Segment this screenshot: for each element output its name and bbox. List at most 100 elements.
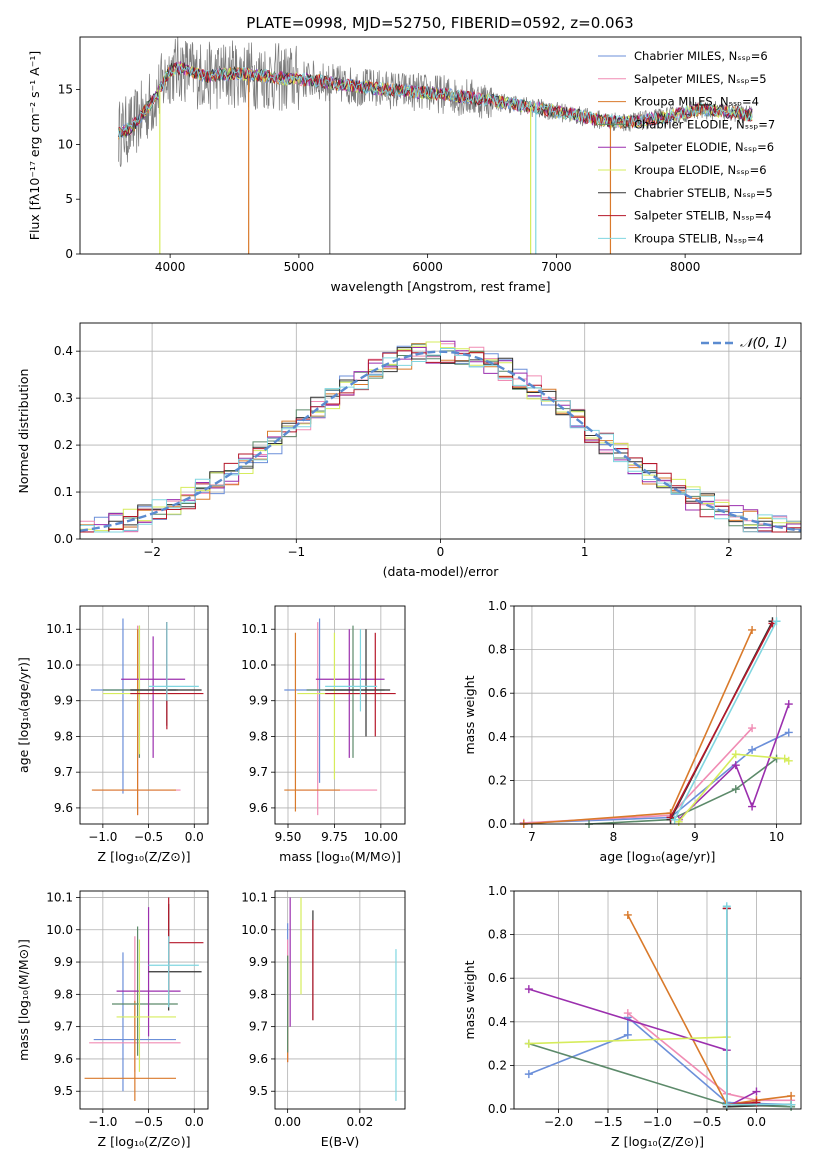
x-tick-label: 8 bbox=[610, 830, 618, 844]
y-tick-label: 10.1 bbox=[46, 622, 73, 636]
y-tick-label: 1.0 bbox=[488, 599, 507, 613]
panel-spectrum: 4000 5000 6000 7000 8000 0 5 10 15 wavelength [An… bbox=[27, 36, 802, 294]
x-tick-label: 2 bbox=[725, 545, 733, 559]
y-tick-label: 9.9 bbox=[54, 694, 73, 708]
x-axis-label: (data-model)/error bbox=[383, 564, 500, 579]
axes-frame bbox=[79, 36, 802, 255]
series-line bbox=[678, 703, 790, 821]
x-tick-label: 9.50 bbox=[275, 830, 302, 844]
spectrum-model-line bbox=[118, 62, 753, 139]
y-tick-label: 9.8 bbox=[249, 729, 268, 743]
series-marker bbox=[524, 985, 533, 994]
y-tick-label: 0.8 bbox=[488, 928, 507, 942]
series-marker bbox=[524, 1070, 533, 1079]
y-tick-label: 9.8 bbox=[54, 987, 73, 1001]
y-tick-label: 9.6 bbox=[249, 1052, 268, 1066]
series-marker bbox=[748, 802, 757, 811]
x-tick-label: 8000 bbox=[670, 260, 701, 274]
y-tick-label: 0.2 bbox=[54, 438, 73, 452]
x-tick-label: 10 bbox=[769, 830, 784, 844]
y-tick-label: 0.0 bbox=[488, 1102, 507, 1116]
x-tick-label: −0.5 bbox=[134, 1115, 163, 1129]
spectrum-model-line bbox=[118, 62, 753, 137]
panel-mass_vs_Z: −1.0 −0.5 0.0 9.5 9.6 9.7 9.8 9.9 10.0 10.1 Z [log… bbox=[16, 890, 209, 1149]
panel-residuals: −2 −1 0 1 2 0.0 0.1 0.2 0.3 0.4 (data-model)/error… bbox=[16, 322, 802, 579]
x-tick-label: −1.0 bbox=[88, 830, 117, 844]
x-tick-label: 7 bbox=[528, 830, 536, 844]
series-marker bbox=[623, 1009, 632, 1018]
panel-age_vs_Z: −1.0 −0.5 0.0 9.6 9.7 9.8 9.9 10.0 10.1 Z [log₁₀(… bbox=[16, 605, 209, 864]
legend-label: Chabrier STELIB, Nₛₛₚ=5 bbox=[634, 186, 773, 200]
x-axis-label: age [log₁₀(age/yr)] bbox=[600, 849, 716, 864]
series-line bbox=[673, 620, 778, 820]
y-axis-label: age [log₁₀(age/yr)] bbox=[16, 657, 31, 773]
y-tick-label: 9.7 bbox=[249, 1020, 268, 1034]
y-tick-label: 15 bbox=[58, 83, 73, 97]
y-tick-label: 0.0 bbox=[488, 817, 507, 831]
panel-age_vs_mass: 9.50 9.75 10.00 9.6 9.7 9.8 9.9 10.0 10.1 mass [l… bbox=[241, 605, 406, 864]
y-tick-label: 10.0 bbox=[241, 923, 268, 937]
y-tick-label: 9.6 bbox=[54, 1052, 73, 1066]
series-marker bbox=[787, 1091, 796, 1100]
panel-mass_weight_vs_Z: −2.0 −1.5 −1.0 −0.5 0.0 0.0 0.2 0.4 0.6 0.8 1.0 Z [… bbox=[462, 884, 802, 1149]
series-marker bbox=[666, 813, 675, 822]
legend-label: Kroupa STELIB, Nₛₛₚ=4 bbox=[634, 231, 764, 245]
x-tick-label: −0.5 bbox=[692, 1115, 721, 1129]
axes-frame bbox=[79, 322, 802, 540]
legend-label: Kroupa MILES, Nₛₛₚ=4 bbox=[634, 95, 759, 109]
y-tick-label: 0.6 bbox=[488, 971, 507, 985]
y-tick-label: 10.1 bbox=[241, 890, 268, 904]
series-line bbox=[669, 623, 774, 818]
y-axis-label: mass [log₁₀(M/M⊙)] bbox=[16, 939, 31, 1061]
series-marker bbox=[722, 1100, 731, 1109]
series-line bbox=[726, 906, 792, 1106]
axes-frame bbox=[274, 890, 406, 1110]
series-marker bbox=[731, 785, 740, 794]
y-tick-label: 9.8 bbox=[249, 987, 268, 1001]
histogram-step bbox=[80, 348, 801, 533]
panel-mass_vs_ebv: 0.00 0.02 9.5 9.6 9.7 9.8 9.9 10.0 10.1 E(B-V) bbox=[241, 890, 406, 1149]
plot-area bbox=[524, 902, 796, 1111]
series-line bbox=[528, 1042, 792, 1108]
x-tick-label: 4000 bbox=[155, 260, 186, 274]
plot-area bbox=[90, 618, 204, 816]
y-tick-label: 10.0 bbox=[46, 923, 73, 937]
x-tick-label: 0 bbox=[437, 545, 445, 559]
y-tick-label: 9.6 bbox=[249, 801, 268, 815]
y-tick-label: 0 bbox=[65, 247, 73, 261]
x-tick-label: 0.00 bbox=[274, 1115, 301, 1129]
y-tick-label: 10.1 bbox=[46, 890, 73, 904]
normal-curve bbox=[80, 350, 801, 532]
legend-label: Salpeter ELODIE, Nₛₛₚ=6 bbox=[634, 140, 774, 154]
series-line bbox=[523, 731, 790, 824]
plot-area bbox=[284, 618, 396, 816]
x-tick-label: 0.02 bbox=[347, 1115, 374, 1129]
y-tick-label: 9.7 bbox=[249, 765, 268, 779]
x-tick-label: 0.0 bbox=[185, 830, 204, 844]
x-axis-label: wavelength [Angstrom, rest frame] bbox=[330, 279, 550, 294]
series-line bbox=[588, 757, 777, 825]
series-line bbox=[528, 1036, 792, 1108]
series-marker bbox=[748, 625, 757, 634]
series-marker bbox=[748, 745, 757, 754]
series-line bbox=[528, 1015, 792, 1106]
series-marker bbox=[784, 728, 793, 737]
spectrum-model-line bbox=[118, 62, 753, 136]
y-axis-label: Normed distribution bbox=[16, 369, 31, 494]
panel-mass_weight_vs_age: 7 8 9 10 0.0 0.2 0.4 0.6 0.8 1.0 age [log₁₀(age/yr… bbox=[462, 599, 802, 864]
y-tick-label: 0.4 bbox=[488, 1015, 507, 1029]
y-tick-label: 9.6 bbox=[54, 801, 73, 815]
x-tick-label: 1 bbox=[581, 545, 589, 559]
y-tick-label: 0.1 bbox=[54, 485, 73, 499]
x-tick-label: 0.0 bbox=[747, 1115, 766, 1129]
y-tick-label: 10.0 bbox=[241, 658, 268, 672]
series-marker bbox=[524, 1039, 533, 1048]
axes-frame bbox=[274, 605, 406, 825]
histogram-step bbox=[80, 341, 801, 533]
y-tick-label: 9.9 bbox=[54, 955, 73, 969]
x-tick-label: −2.0 bbox=[544, 1115, 573, 1129]
figure-title: PLATE=0998, MJD=52750, FIBERID=0592, z=0… bbox=[246, 14, 633, 32]
series-line bbox=[627, 914, 792, 1106]
